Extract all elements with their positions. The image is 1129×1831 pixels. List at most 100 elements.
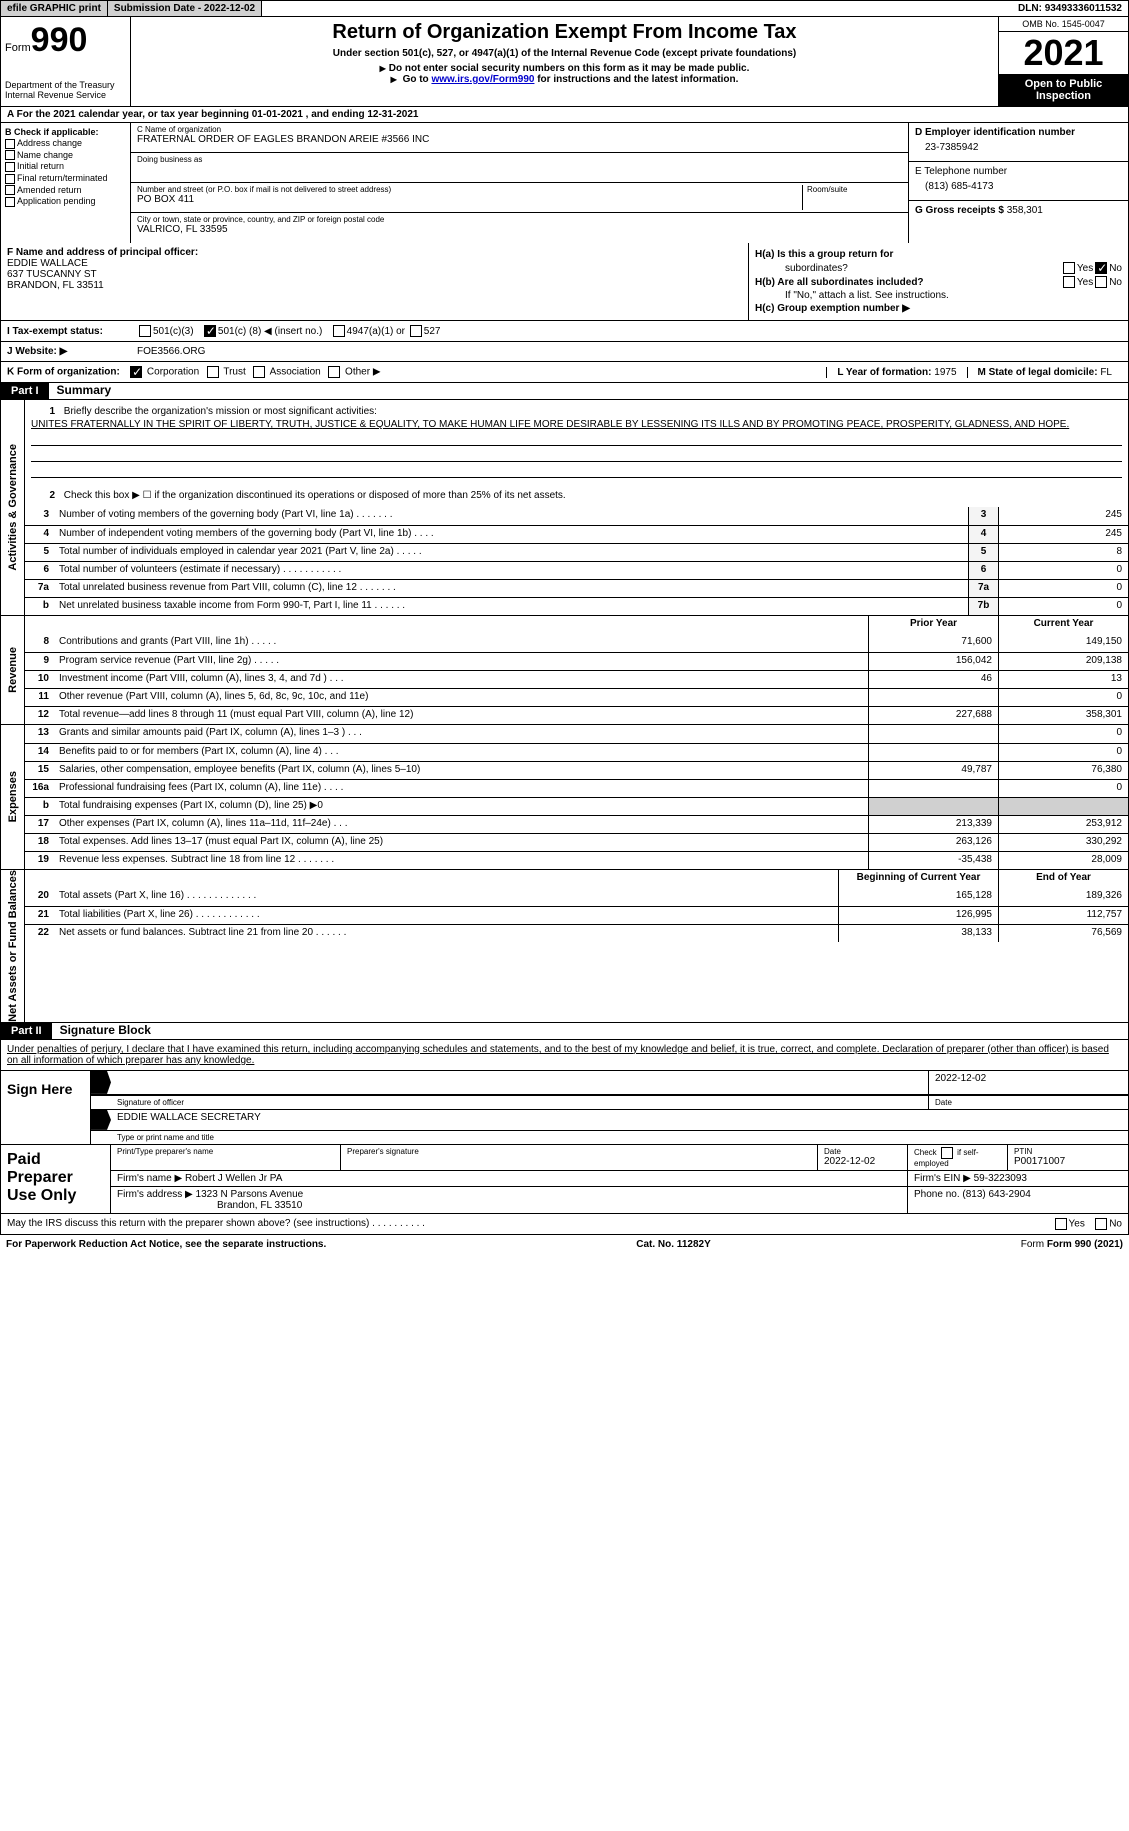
cb-501c3[interactable]	[139, 325, 151, 337]
form-subtitle: Under section 501(c), 527, or 4947(a)(1)…	[139, 48, 990, 59]
data-row: 22Net assets or fund balances. Subtract …	[25, 924, 1128, 942]
inspection-badge: Open to Public Inspection	[999, 74, 1128, 106]
cb-trust[interactable]	[207, 366, 219, 378]
footer-row: For Paperwork Reduction Act Notice, see …	[0, 1235, 1129, 1254]
data-row: 14Benefits paid to or for members (Part …	[25, 743, 1128, 761]
gross-receipts-row: G Gross receipts $ 358,301	[909, 201, 1128, 220]
firm-phone: (813) 643-2904	[962, 1189, 1030, 1200]
data-row: 21Total liabilities (Part X, line 26) . …	[25, 906, 1128, 924]
line-k-org-form: K Form of organization: Corporation Trus…	[0, 362, 1129, 383]
cb-app-pending[interactable]: Application pending	[5, 196, 126, 207]
data-row: bTotal fundraising expenses (Part IX, co…	[25, 797, 1128, 815]
discuss-yes[interactable]	[1055, 1218, 1067, 1230]
perjury-declaration: Under penalties of perjury, I declare th…	[0, 1040, 1129, 1070]
data-row: 10Investment income (Part VIII, column (…	[25, 670, 1128, 688]
cb-other[interactable]	[328, 366, 340, 378]
ha-no[interactable]	[1095, 262, 1107, 274]
data-row: 9Program service revenue (Part VIII, lin…	[25, 652, 1128, 670]
cb-amended[interactable]: Amended return	[5, 185, 126, 196]
part-i-header: Part ISummary	[0, 383, 1129, 400]
discuss-no[interactable]	[1095, 1218, 1107, 1230]
gov-row: bNet unrelated business taxable income f…	[25, 597, 1128, 615]
h-a-group-return: H(a) Is this a group return for	[755, 249, 1122, 260]
ha-yes[interactable]	[1063, 262, 1075, 274]
hb-note: If "No," attach a list. See instructions…	[755, 290, 1122, 301]
sig-date-value: 2022-12-02	[928, 1071, 1128, 1094]
year-formation: L Year of formation: 1975	[826, 367, 966, 378]
officer-name-title: EDDIE WALLACE SECRETARY	[111, 1110, 1128, 1130]
data-row: 15Salaries, other compensation, employee…	[25, 761, 1128, 779]
discuss-row: May the IRS discuss this return with the…	[0, 1214, 1129, 1235]
dba-row: Doing business as	[131, 153, 908, 183]
department: Department of the Treasury Internal Reve…	[5, 80, 126, 100]
firm-name: Robert J Wellen Jr PA	[185, 1173, 282, 1184]
h-c-exemption: H(c) Group exemption number ▶	[755, 303, 1122, 314]
q2-label: Check this box ▶ ☐ if the organization d…	[64, 490, 566, 501]
principal-officer: F Name and address of principal officer:…	[1, 243, 748, 320]
cb-corporation[interactable]	[130, 366, 142, 378]
governance-section: Activities & Governance 1 Briefly descri…	[0, 400, 1129, 616]
gov-row: 7aTotal unrelated business revenue from …	[25, 579, 1128, 597]
efile-print-button[interactable]: efile GRAPHIC print	[1, 1, 108, 16]
data-row: 11Other revenue (Part VIII, column (A), …	[25, 688, 1128, 706]
q1-label: Briefly describe the organization's miss…	[64, 406, 377, 417]
line-j-website: J Website: ▶ FOE3566.ORG	[0, 342, 1129, 362]
ssn-note: Do not enter social security numbers on …	[139, 63, 990, 74]
cb-501c[interactable]	[204, 325, 216, 337]
firm-ein: 59-3223093	[974, 1173, 1027, 1184]
part-ii-header: Part IISignature Block	[0, 1023, 1129, 1040]
cb-name-change[interactable]: Name change	[5, 150, 126, 161]
sig-officer-label: Signature of officer	[111, 1096, 928, 1109]
mission-text: UNITES FRATERNALLY IN THE SPIRIT OF LIBE…	[31, 419, 1122, 430]
paid-preparer-block: Paid Preparer Use Only Print/Type prepar…	[0, 1145, 1129, 1214]
cb-4947[interactable]	[333, 325, 345, 337]
data-row: 17Other expenses (Part IX, column (A), l…	[25, 815, 1128, 833]
line-a-tax-year: A For the 2021 calendar year, or tax yea…	[0, 107, 1129, 123]
data-row: 20Total assets (Part X, line 16) . . . .…	[25, 888, 1128, 906]
data-row: 19Revenue less expenses. Subtract line 1…	[25, 851, 1128, 869]
data-row: 12Total revenue—add lines 8 through 11 (…	[25, 706, 1128, 724]
tax-year: 2021	[999, 32, 1128, 74]
telephone-row: E Telephone number (813) 685-4173	[909, 162, 1128, 201]
org-info-block: B Check if applicable: Address change Na…	[0, 123, 1129, 243]
cb-final-return[interactable]: Final return/terminated	[5, 173, 126, 184]
cb-self-employed[interactable]	[941, 1147, 953, 1159]
top-toolbar: efile GRAPHIC print Submission Date - 20…	[0, 0, 1129, 17]
vlabel-governance: Activities & Governance	[7, 444, 19, 571]
irs-link[interactable]: www.irs.gov/Form990	[431, 74, 534, 85]
net-header-row: Beginning of Current Year End of Year	[25, 870, 1128, 888]
name-title-label: Type or print name and title	[111, 1131, 1128, 1144]
form-title: Return of Organization Exempt From Incom…	[139, 21, 990, 44]
cb-address-change[interactable]: Address change	[5, 138, 126, 149]
gov-row: 3Number of voting members of the governi…	[25, 507, 1128, 525]
gov-row: 6Total number of volunteers (estimate if…	[25, 561, 1128, 579]
cb-association[interactable]	[253, 366, 265, 378]
link-note: Go to www.irs.gov/Form990 for instructio…	[139, 74, 990, 85]
form-number: Form990	[5, 21, 126, 60]
firm-address: 1323 N Parsons Avenue	[196, 1189, 304, 1200]
box-b-checkboxes: B Check if applicable: Address change Na…	[1, 123, 131, 243]
cb-527[interactable]	[410, 325, 422, 337]
data-row: 13Grants and similar amounts paid (Part …	[25, 725, 1128, 743]
vlabel-net-assets: Net Assets or Fund Balances	[7, 870, 19, 1022]
cb-initial-return[interactable]: Initial return	[5, 161, 126, 172]
officer-group-block: F Name and address of principal officer:…	[0, 243, 1129, 321]
ein-row: D Employer identification number 23-7385…	[909, 123, 1128, 162]
rev-header-row: Prior Year Current Year	[25, 616, 1128, 634]
hb-yes[interactable]	[1063, 276, 1075, 288]
city-row: City or town, state or province, country…	[131, 213, 908, 243]
vlabel-expenses: Expenses	[7, 771, 19, 822]
vlabel-revenue: Revenue	[7, 647, 19, 693]
expenses-section: Expenses 13Grants and similar amounts pa…	[0, 725, 1129, 870]
sign-here-block: Sign Here 2022-12-02 Signature of office…	[0, 1070, 1129, 1145]
omb-number: OMB No. 1545-0047	[999, 17, 1128, 32]
net-assets-section: Net Assets or Fund Balances Beginning of…	[0, 870, 1129, 1023]
sig-date-label: Date	[928, 1096, 1128, 1109]
h-b-subordinates: H(b) Are all subordinates included? Yes …	[755, 276, 1122, 288]
dln: DLN: 93493336011532	[1012, 1, 1128, 16]
revenue-section: Revenue Prior Year Current Year 8Contrib…	[0, 616, 1129, 725]
form-header: Form990 Department of the Treasury Inter…	[0, 17, 1129, 107]
gov-row: 5Total number of individuals employed in…	[25, 543, 1128, 561]
data-row: 18Total expenses. Add lines 13–17 (must …	[25, 833, 1128, 851]
hb-no[interactable]	[1095, 276, 1107, 288]
